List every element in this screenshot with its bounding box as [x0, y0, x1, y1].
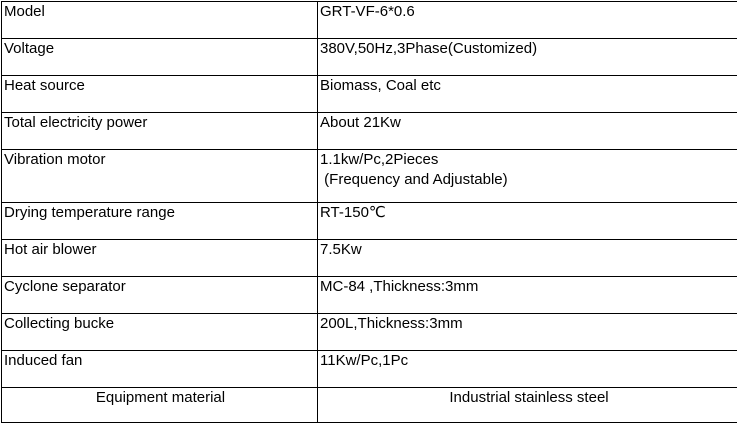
row-label: Model: [2, 2, 318, 39]
table-row: Cyclone separator MC-84 ,Thickness:3mm: [2, 277, 737, 314]
row-label: Vibration motor: [2, 150, 318, 203]
row-value: 7.5Kw: [318, 240, 737, 277]
table-row: Model GRT-VF-6*0.6: [2, 2, 737, 39]
table-row: Voltage 380V,50Hz,3Phase(Customized): [2, 39, 737, 76]
row-value: 380V,50Hz,3Phase(Customized): [318, 39, 737, 76]
table-row: Vibration motor 1.1kw/Pc,2Pieces (Freque…: [2, 150, 737, 203]
table-row: Heat source Biomass, Coal etc: [2, 76, 737, 113]
row-value: GRT-VF-6*0.6: [318, 2, 737, 39]
row-label: Drying temperature range: [2, 203, 318, 240]
table-row: Total electricity power About 21Kw: [2, 113, 737, 150]
table-row: Collecting bucke 200L,Thickness:3mm: [2, 314, 737, 351]
row-value: Biomass, Coal etc: [318, 76, 737, 113]
row-value: MC-84 ,Thickness:3mm: [318, 277, 737, 314]
row-label: Hot air blower: [2, 240, 318, 277]
row-label: Collecting bucke: [2, 314, 318, 351]
row-value: 200L,Thickness:3mm: [318, 314, 737, 351]
table-footer-row: Equipment material Industrial stainless …: [2, 388, 737, 423]
table-row: Induced fan 11Kw/Pc,1Pc: [2, 351, 737, 388]
row-label: Heat source: [2, 76, 318, 113]
footer-value: Industrial stainless steel: [318, 388, 737, 423]
row-value: 1.1kw/Pc,2Pieces (Frequency and Adjustab…: [318, 150, 737, 203]
row-label: Induced fan: [2, 351, 318, 388]
row-value: 11Kw/Pc,1Pc: [318, 351, 737, 388]
row-label: Total electricity power: [2, 113, 318, 150]
table-row: Hot air blower 7.5Kw: [2, 240, 737, 277]
table-row: Drying temperature range RT-150℃: [2, 203, 737, 240]
row-label: Cyclone separator: [2, 277, 318, 314]
row-label: Voltage: [2, 39, 318, 76]
footer-label: Equipment material: [2, 388, 318, 423]
row-value: About 21Kw: [318, 113, 737, 150]
row-value: RT-150℃: [318, 203, 737, 240]
